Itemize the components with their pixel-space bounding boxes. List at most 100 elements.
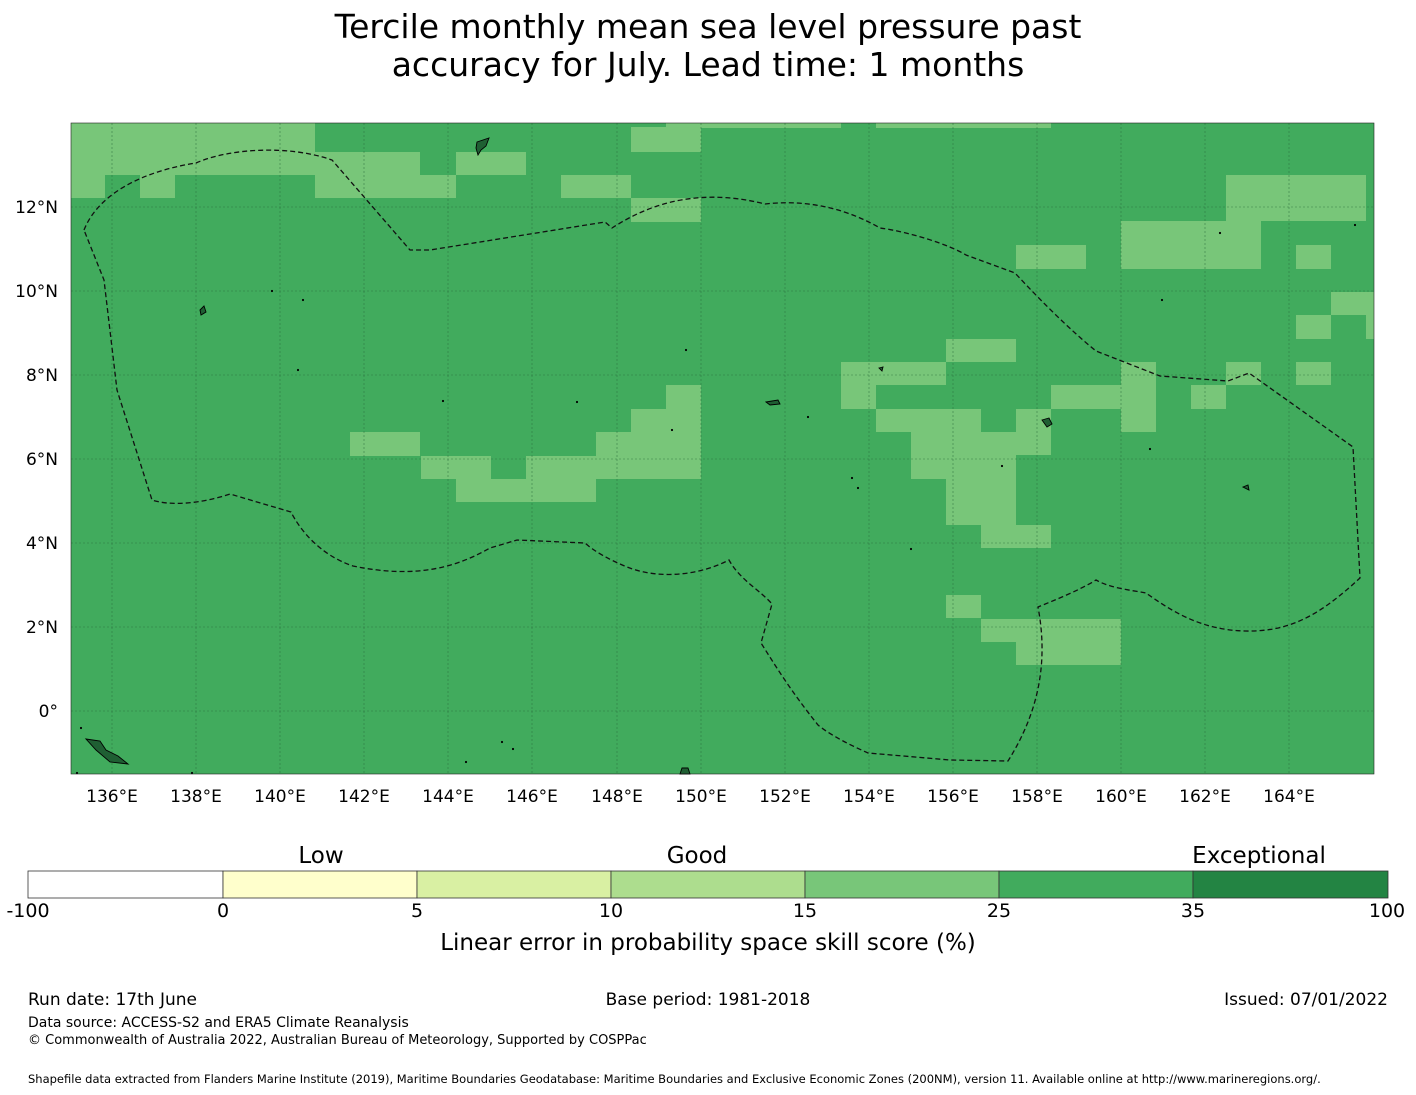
colorbar-segment [416, 870, 612, 899]
title-line-2: accuracy for July. Lead time: 1 months [391, 45, 1025, 84]
skill-cell [140, 175, 175, 198]
skill-cell [981, 432, 1016, 456]
run-date: Run date: 17th June [28, 990, 197, 1010]
skill-cell [456, 479, 526, 502]
island-outline [764, 399, 781, 406]
longitude-label: 138°E [170, 787, 222, 807]
atoll-dot [296, 368, 300, 372]
skill-cell [946, 595, 981, 618]
longitude-label: 136°E [86, 787, 138, 807]
latitude-label: 10°N [15, 282, 58, 302]
atoll-dot [1353, 223, 1357, 227]
skill-cell [526, 479, 596, 502]
skill-cell [280, 123, 315, 128]
skill-cell [631, 409, 701, 432]
colorbar-tick: 15 [792, 900, 818, 922]
skill-cell [561, 175, 631, 198]
atoll-dot [1148, 447, 1152, 451]
island-outline [84, 738, 130, 765]
skill-cell [946, 339, 1016, 362]
longitude-label: 158°E [1011, 787, 1063, 807]
atoll-dot [684, 348, 688, 352]
atoll-dot [856, 486, 860, 490]
skill-cell [71, 175, 105, 198]
longitude-label: 142°E [338, 787, 390, 807]
skill-cell [420, 175, 456, 198]
atoll-dot [270, 289, 274, 293]
skill-cell [841, 385, 876, 409]
longitude-label: 140°E [254, 787, 306, 807]
skill-cell [1016, 409, 1051, 455]
colorbar-tick: 10 [598, 900, 624, 922]
map-frame [70, 122, 1375, 775]
skill-cell [1121, 362, 1156, 385]
copyright: © Commonwealth of Australia 2022, Austra… [28, 1033, 647, 1048]
skill-cell [1226, 175, 1366, 221]
skill-cell [841, 362, 946, 385]
colorbar-segment [1192, 870, 1389, 899]
longitude-label: 154°E [843, 787, 895, 807]
map-title: Tercile monthly mean sea level pressure … [0, 8, 1416, 84]
skill-cell [350, 432, 420, 456]
atoll-dot [575, 400, 579, 404]
skill-cell [1331, 292, 1374, 315]
skill-cell [876, 409, 981, 432]
latitude-label: 4°N [26, 534, 58, 554]
eez-boundary [83, 149, 1361, 762]
island-outline [475, 137, 490, 157]
atoll-dot [806, 415, 810, 419]
longitude-label: 156°E [927, 787, 979, 807]
colorbar-tick: 25 [986, 900, 1012, 922]
colorbar-segment [804, 870, 1000, 899]
atoll-dot [511, 747, 515, 751]
skill-cell [666, 123, 841, 128]
colorbar-segment [998, 870, 1194, 899]
colorbar-label-low: Low [298, 843, 344, 869]
skill-cell [456, 152, 526, 175]
skill-cell [1016, 245, 1086, 269]
skill-cell [1016, 642, 1121, 665]
island-outline [679, 767, 691, 775]
latitude-label: 8°N [26, 366, 58, 386]
island-outline [1241, 484, 1250, 491]
colorbar-label-exceptional: Exceptional [1192, 843, 1326, 869]
longitude-label: 162°E [1179, 787, 1231, 807]
skill-cell [1296, 315, 1331, 339]
skill-cell [876, 123, 1051, 128]
skill-cell [631, 198, 701, 222]
skill-cell [421, 456, 491, 479]
colorbar-tick: 5 [410, 900, 424, 922]
skill-cell [1366, 315, 1374, 339]
longitude-label: 144°E [422, 787, 474, 807]
latitude-label: 2°N [26, 618, 58, 638]
skill-cell [1226, 362, 1261, 385]
longitude-label: 148°E [591, 787, 643, 807]
skill-cell [981, 525, 1051, 548]
colorbar-tick: 100 [1368, 900, 1406, 922]
colorbar-tick: 0 [216, 900, 230, 922]
atoll-dot [850, 476, 854, 480]
atoll-dot [500, 740, 504, 744]
atoll-dot [301, 298, 305, 302]
skill-cell [946, 479, 1016, 525]
colorbar-tick: 35 [1180, 900, 1206, 922]
skill-cell [1121, 409, 1156, 432]
colorbar-segment [610, 870, 806, 899]
longitude-label: 150°E [675, 787, 727, 807]
skill-cell [596, 432, 701, 456]
atoll-dot [190, 771, 194, 775]
skill-cell [1121, 221, 1261, 269]
skill-cell [666, 385, 701, 409]
skill-cell [631, 127, 701, 152]
atoll-dot [441, 399, 445, 403]
atoll-dot [75, 771, 79, 775]
title-line-1: Tercile monthly mean sea level pressure … [334, 7, 1082, 46]
data-source: Data source: ACCESS-S2 and ERA5 Climate … [28, 1015, 409, 1031]
longitude-label: 164°E [1263, 787, 1315, 807]
skill-cell [1296, 362, 1331, 385]
colorbar-tick: -100 [6, 900, 50, 922]
skill-cell [526, 456, 701, 479]
skill-cell [1296, 245, 1331, 269]
colorbar-segment [222, 870, 418, 899]
issued-date: Issued: 07/01/2022 [1224, 990, 1388, 1010]
